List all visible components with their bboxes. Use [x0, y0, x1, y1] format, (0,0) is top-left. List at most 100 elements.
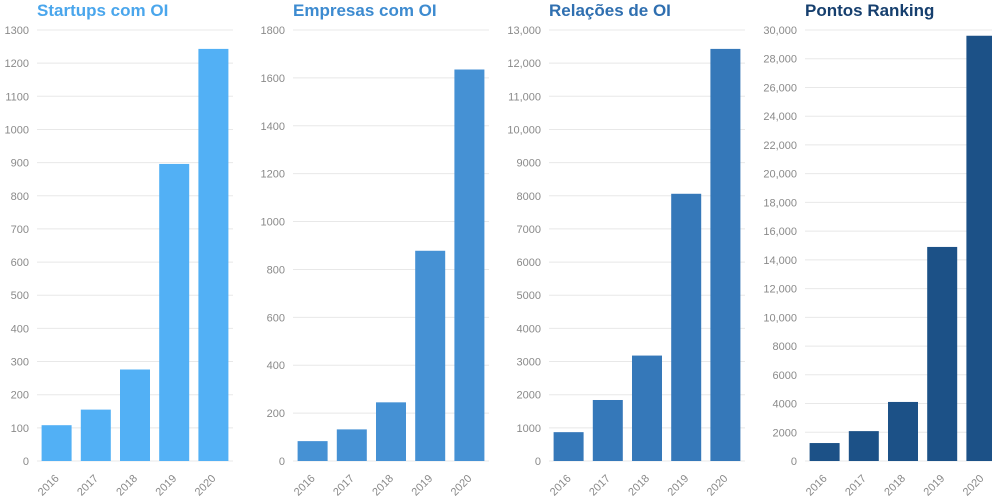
- y-tick-label: 1200: [261, 169, 285, 181]
- bar-2019: [671, 193, 702, 461]
- bar-chart-empresas: 0 200 400 600 800 1000 1200 1400 1600 1800 2016 201…: [261, 25, 489, 496]
- y-tick-label: 14,000: [763, 255, 797, 267]
- x-tick-label: 2019: [410, 473, 436, 496]
- y-tick-label: 20,000: [763, 169, 797, 181]
- x-tick-label: 2019: [154, 473, 180, 496]
- y-tick-label: 1400: [261, 121, 285, 133]
- y-tick-label: 12,000: [763, 284, 797, 296]
- bar-2019: [159, 163, 190, 462]
- y-tick-label: 400: [267, 360, 285, 372]
- y-tick-label: 7000: [517, 224, 541, 236]
- bar-2020: [710, 48, 741, 461]
- y-tick-label: 0: [279, 456, 285, 468]
- y-tick-label: 4000: [517, 323, 541, 335]
- bar-2016: [297, 441, 328, 461]
- y-tick-label: 8000: [517, 191, 541, 203]
- x-tick-label: 2016: [548, 473, 574, 496]
- bar-2018: [888, 401, 918, 461]
- y-tick-label: 22,000: [763, 140, 797, 152]
- y-tick-label: 12,000: [507, 58, 541, 70]
- y-tick-label: 5000: [517, 290, 541, 302]
- x-tick-label: 2016: [804, 473, 830, 496]
- y-tick-label: 600: [11, 257, 29, 269]
- bar-2019: [415, 250, 446, 461]
- y-tick-label: 200: [267, 408, 285, 420]
- y-tick-label: 300: [11, 357, 29, 369]
- y-tick-label: 30,000: [763, 25, 797, 37]
- bar-2018: [632, 355, 662, 461]
- y-tick-label: 1600: [261, 73, 285, 85]
- bar-chart-pontos: 0 2000 4000 6000 8000 10,000 12,000 14,000 16,00…: [763, 25, 992, 496]
- y-tick-label: 1300: [5, 25, 29, 37]
- y-tick-label: 800: [267, 264, 285, 276]
- x-tick-label: 2018: [370, 473, 396, 496]
- y-tick-label: 9000: [517, 158, 541, 170]
- bar-2016: [41, 425, 72, 461]
- y-tick-label: 200: [11, 390, 29, 402]
- y-tick-label: 0: [535, 456, 541, 468]
- y-tick-label: 900: [11, 158, 29, 170]
- chart-title: Pontos Ranking: [805, 1, 935, 20]
- x-tick-label: 2020: [449, 473, 475, 496]
- x-tick-label: 2016: [292, 473, 318, 496]
- bar-2016: [553, 432, 584, 461]
- x-tick-label: 2019: [666, 473, 692, 496]
- y-tick-label: 0: [791, 456, 797, 468]
- bar-chart-startups: 0 100 200 300 400 500 600 700 800 900 1000 1100 1200…: [5, 25, 233, 496]
- x-tick-label: 2017: [75, 473, 101, 496]
- x-tick-label: 2019: [922, 473, 948, 496]
- bar-2017: [848, 431, 879, 461]
- y-tick-label: 2000: [517, 390, 541, 402]
- y-tick-label: 26,000: [763, 82, 797, 94]
- y-tick-label: 1000: [261, 217, 285, 229]
- y-tick-label: 28,000: [763, 54, 797, 66]
- y-tick-label: 10,000: [507, 124, 541, 136]
- bar-2020: [454, 69, 485, 461]
- x-tick-label: 2020: [193, 473, 219, 496]
- y-tick-label: 1200: [5, 58, 29, 70]
- bar-2018: [376, 402, 406, 461]
- y-tick-label: 16,000: [763, 226, 797, 238]
- bar-2016: [809, 443, 840, 461]
- chart-panel-empresas: Empresas com OI 0 200 400 600 800 1000 1200 140…: [256, 0, 504, 496]
- bar-2018: [120, 369, 150, 461]
- bar-2017: [336, 429, 367, 461]
- chart-title: Startups com OI: [37, 1, 169, 20]
- y-tick-label: 100: [11, 423, 29, 435]
- y-tick-label: 1800: [261, 25, 285, 37]
- x-tick-label: 2020: [961, 473, 987, 496]
- bar-2020: [966, 35, 992, 461]
- y-tick-label: 3000: [517, 357, 541, 369]
- y-tick-label: 500: [11, 290, 29, 302]
- chart-title: Empresas com OI: [293, 1, 437, 20]
- bar-2020: [198, 48, 229, 461]
- y-tick-label: 6000: [517, 257, 541, 269]
- x-tick-label: 2016: [36, 473, 62, 496]
- y-tick-label: 4000: [773, 399, 797, 411]
- bar-2017: [80, 409, 111, 461]
- y-tick-label: 10,000: [763, 312, 797, 324]
- x-tick-label: 2020: [705, 473, 731, 496]
- chart-panel-pontos: Pontos Ranking 0 2000 4000 6000 8000 10,000 12…: [763, 0, 992, 496]
- y-tick-label: 800: [11, 191, 29, 203]
- y-tick-label: 11,000: [508, 91, 541, 103]
- y-tick-label: 0: [23, 456, 29, 468]
- bar-chart-relacoes: 0 1000 2000 3000 4000 5000 6000 7000 8000 9000 10,…: [507, 25, 745, 496]
- y-tick-label: 6000: [773, 370, 797, 382]
- y-tick-label: 24,000: [763, 111, 797, 123]
- y-tick-label: 8000: [773, 341, 797, 353]
- y-tick-label: 2000: [773, 427, 797, 439]
- chart-title: Relações de OI: [549, 1, 671, 20]
- x-tick-label: 2017: [843, 473, 869, 496]
- y-tick-label: 1000: [517, 423, 541, 435]
- y-tick-label: 1000: [5, 124, 29, 136]
- y-tick-label: 18,000: [763, 197, 797, 209]
- x-tick-label: 2018: [114, 473, 140, 496]
- x-tick-label: 2018: [882, 473, 908, 496]
- y-tick-label: 700: [11, 224, 29, 236]
- bar-2019: [927, 246, 958, 461]
- bar-2017: [592, 399, 623, 461]
- y-tick-label: 400: [11, 323, 29, 335]
- y-tick-label: 13,000: [507, 25, 541, 37]
- y-tick-label: 600: [267, 312, 285, 324]
